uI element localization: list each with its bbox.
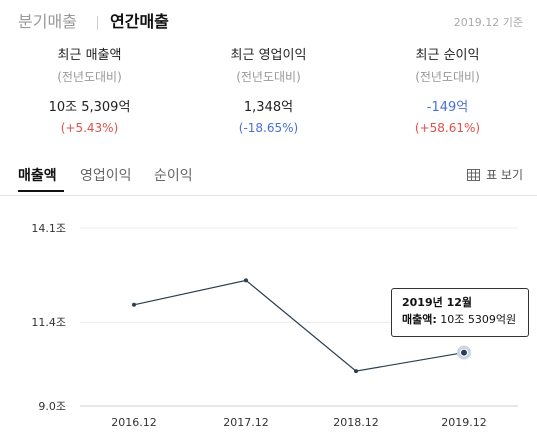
table-grid-icon bbox=[467, 168, 481, 181]
stat-sublabel: (전년도대비) bbox=[236, 70, 301, 84]
sales-line-chart: 14.1조 11.4조 9.0조 2016.12 2017.12 2018.12 2019.… bbox=[31, 222, 518, 429]
stat-change: (+58.61%) bbox=[414, 121, 481, 135]
stat-value: 1,348억 bbox=[243, 100, 294, 115]
stat-sublabel: (전년도대비) bbox=[415, 70, 480, 84]
as-of-date: 2019.12 기준 bbox=[453, 16, 523, 29]
x-tick-label: 2019.12 bbox=[441, 416, 487, 429]
stat-value: -149억 bbox=[426, 100, 469, 115]
y-tick-label: 14.1조 bbox=[31, 222, 66, 235]
stat-recent-operating-profit: 최근 영업이익 (전년도대비) 1,348억 (-18.65%) bbox=[179, 46, 358, 137]
x-tick-label: 2016.12 bbox=[111, 416, 157, 429]
x-tick-label: 2017.12 bbox=[223, 416, 269, 429]
tab-divider bbox=[97, 16, 98, 30]
tab-rule bbox=[0, 195, 537, 196]
x-tick-label: 2018.12 bbox=[333, 416, 379, 429]
stat-label: 최근 매출액 bbox=[57, 48, 122, 63]
stat-value: 10조 5,309억 bbox=[48, 100, 131, 115]
stat-change: (+5.43%) bbox=[60, 121, 119, 135]
data-point bbox=[354, 369, 358, 374]
y-tick-label: 11.4조 bbox=[31, 316, 66, 329]
data-point bbox=[244, 278, 248, 283]
data-point-highlighted bbox=[460, 348, 468, 357]
stat-label: 최근 영업이익 bbox=[230, 48, 307, 63]
active-tab-underline bbox=[18, 190, 64, 192]
tab-annual-sales[interactable]: 연간매출 bbox=[110, 12, 169, 31]
stat-recent-sales: 최근 매출액 (전년도대비) 10조 5,309억 (+5.43%) bbox=[0, 46, 179, 137]
chart-tabs: 매출액 영업이익 순이익 표 보기 bbox=[18, 166, 523, 196]
data-point bbox=[132, 302, 136, 307]
tab-sales[interactable]: 매출액 bbox=[18, 168, 57, 184]
period-header: 분기매출 연간매출 2019.12 기준 bbox=[18, 10, 523, 36]
tooltip-title: 2019년 12월 bbox=[402, 296, 472, 309]
table-view-button[interactable]: 표 보기 bbox=[467, 166, 523, 183]
summary-stats: 최근 매출액 (전년도대비) 10조 5,309억 (+5.43%) 최근 영업… bbox=[0, 46, 537, 146]
chart-tooltip: 2019년 12월 매출액: 10조 5309억원 bbox=[391, 288, 529, 337]
sales-series-line bbox=[133, 279, 465, 372]
tab-net-income[interactable]: 순이익 bbox=[154, 168, 193, 184]
tooltip-key: 매출액: bbox=[402, 313, 437, 326]
tooltip-value: 10조 5309억원 bbox=[440, 313, 517, 326]
tooltip-row: 매출액: 10조 5309억원 bbox=[402, 311, 518, 328]
stat-change: (-18.65%) bbox=[238, 121, 299, 135]
table-view-label: 표 보기 bbox=[486, 168, 523, 182]
tab-operating-profit[interactable]: 영업이익 bbox=[80, 168, 132, 184]
stat-recent-net-income: 최근 순이익 (전년도대비) -149억 (+58.61%) bbox=[358, 46, 537, 137]
stat-sublabel: (전년도대비) bbox=[57, 70, 122, 84]
stat-label: 최근 순이익 bbox=[415, 48, 480, 63]
tab-quarterly-sales[interactable]: 분기매출 bbox=[18, 12, 77, 31]
y-tick-label: 9.0조 bbox=[38, 400, 66, 413]
